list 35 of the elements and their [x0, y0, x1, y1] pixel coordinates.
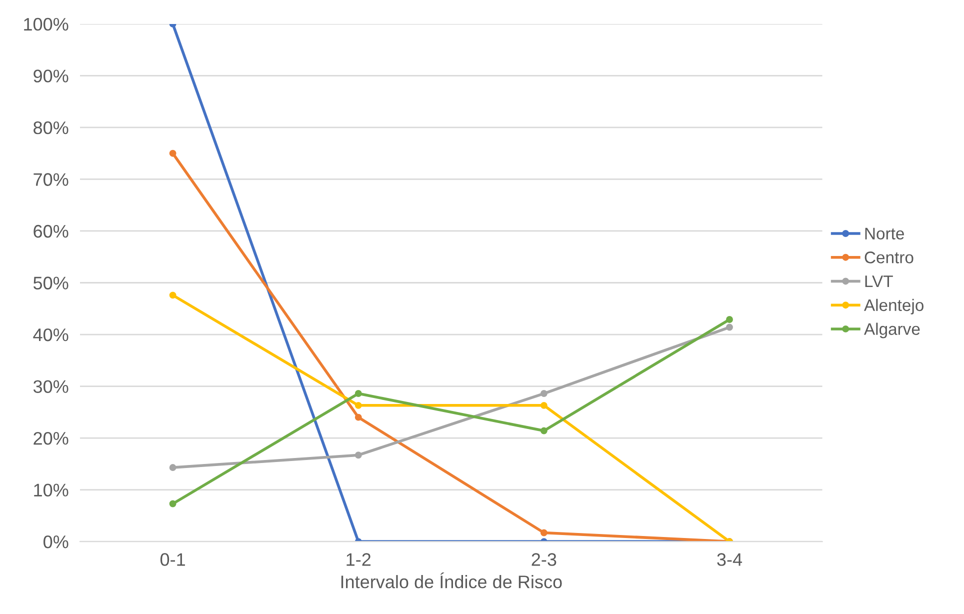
point [169, 150, 176, 157]
x-tick-label: 0-1 [160, 553, 185, 566]
y-tick-label: 100% [24, 18, 68, 31]
x-tick-label: 3-4 [717, 553, 742, 566]
legend-label: Algarve [864, 322, 920, 338]
x-tick-label: 2-3 [532, 553, 556, 566]
y-tick-label: 90% [34, 70, 68, 82]
point [354, 414, 362, 421]
point [540, 529, 548, 536]
y-tick-label: 30% [33, 380, 68, 393]
y-tick-label: 70% [34, 173, 68, 186]
point [169, 464, 176, 472]
y-tick-label: 80% [34, 121, 68, 134]
y-tick-label: 0% [44, 535, 68, 548]
y-tick-label: 50% [33, 276, 68, 290]
point [726, 316, 733, 323]
point [354, 402, 362, 409]
y-tick-label: 10% [34, 484, 68, 497]
y-tick-label: 20% [34, 432, 68, 445]
legend-label: Centro [864, 252, 914, 264]
x-tick-label: 1-2 [346, 553, 371, 566]
point [354, 452, 362, 459]
point [540, 427, 548, 434]
x-axis-title: Intervalo de Índice de Risco [341, 572, 562, 588]
point [540, 390, 548, 397]
legend-label: Alentejo [864, 298, 924, 314]
point [169, 500, 176, 508]
point [540, 402, 548, 409]
legend-label: Norte [865, 228, 904, 240]
y-tick-label: 40% [33, 328, 68, 342]
legend-label: LVT [865, 276, 893, 288]
point [354, 390, 362, 397]
point [726, 324, 733, 331]
y-tick-label: 60% [34, 224, 68, 238]
point [169, 292, 176, 299]
